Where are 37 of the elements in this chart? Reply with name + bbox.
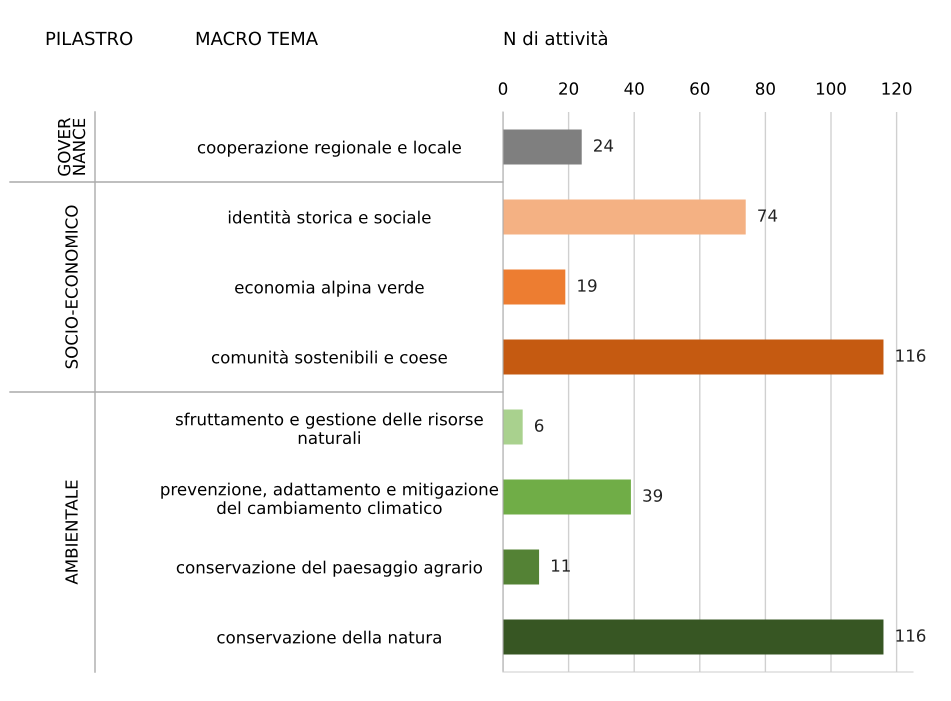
x-tick-label: 20 xyxy=(559,82,578,95)
x-tick-label: 60 xyxy=(690,82,710,95)
y-axis-title: MACRO TEMA xyxy=(196,32,318,46)
y-tick-label: identità storica e sociale xyxy=(228,210,431,224)
bar xyxy=(503,200,746,234)
text: GOVER NANCE xyxy=(58,118,86,176)
data-label: 6 xyxy=(534,419,544,432)
x-tick-label: 80 xyxy=(756,82,775,95)
text: PILASTRO xyxy=(46,32,132,46)
y-tick-label: comunità sostenibili e coese xyxy=(212,350,447,364)
x-tick-label: 120 xyxy=(882,82,912,95)
text: AMBIENTALE xyxy=(65,480,78,584)
bar xyxy=(503,340,884,374)
bar xyxy=(503,270,566,304)
y-tick-label: conservazione del paesaggio agrario xyxy=(176,560,482,577)
bar xyxy=(503,480,631,514)
x-tick-label: 100 xyxy=(816,82,846,95)
bar xyxy=(503,130,582,164)
data-label: 19 xyxy=(578,279,596,292)
text: SOCIO-ECONOMICO xyxy=(65,206,78,368)
data-label: 116 xyxy=(896,629,926,642)
y-tick-label: economia alpina verde xyxy=(235,280,424,297)
bar xyxy=(503,550,540,584)
x-tick-label: 0 xyxy=(498,82,508,95)
data-label: 11 xyxy=(552,559,570,572)
data-label: 39 xyxy=(643,489,662,502)
y-tick-label: cooperazione regionale e locale xyxy=(198,140,461,157)
y-tick-label: conservazione della natura xyxy=(217,630,441,644)
bar xyxy=(503,620,884,654)
data-label: 24 xyxy=(594,139,614,152)
y-tick-label: prevenzione, adattamento e mitigazione del cambiamento climatico xyxy=(161,482,498,514)
y-tick-label: sfruttamento e gestione delle risorse naturali xyxy=(176,412,483,444)
x-axis-title: N di attività xyxy=(504,30,607,46)
bar xyxy=(503,410,523,444)
x-tick-label: 40 xyxy=(624,82,644,95)
data-label: 74 xyxy=(758,209,778,222)
data-label: 116 xyxy=(896,349,926,362)
